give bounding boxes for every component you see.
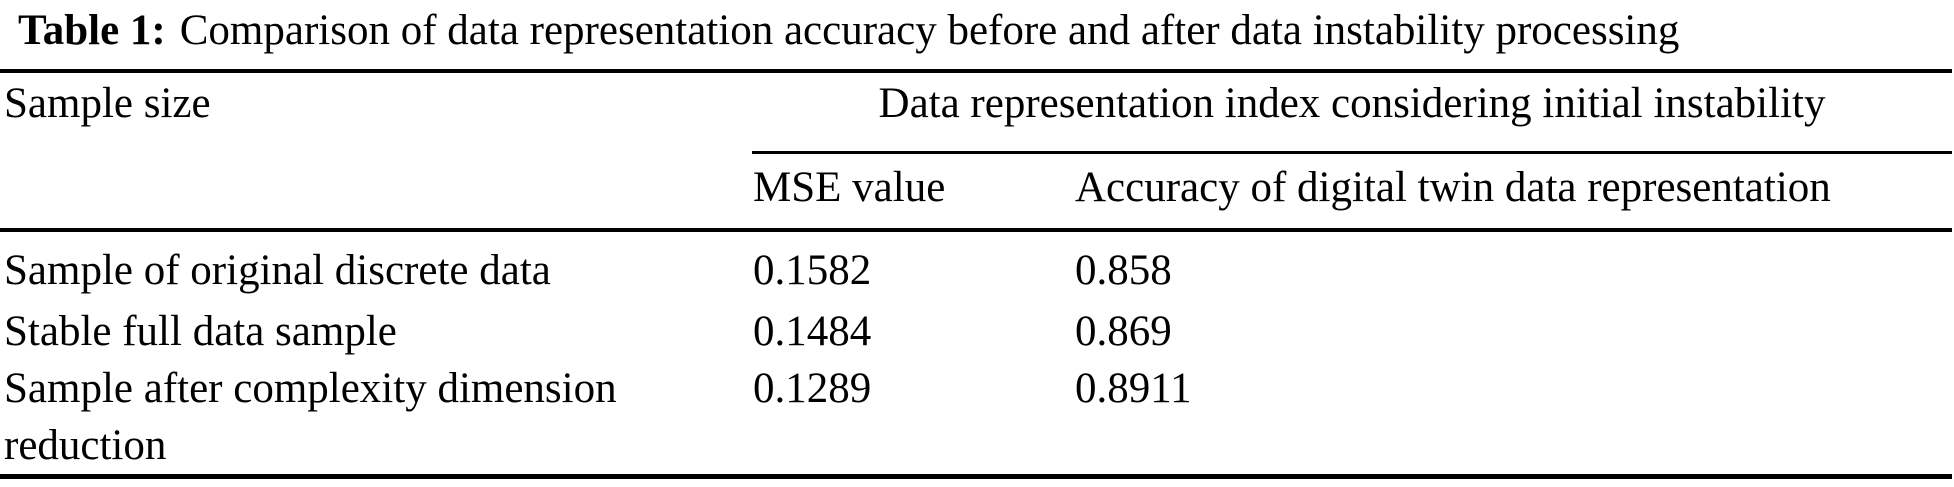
subheader-accuracy: Accuracy of digital twin data representa… [1074, 154, 1952, 232]
table-row-label: Sample of original discrete data [4, 247, 551, 294]
header-span-group: Data representation index considering in… [752, 73, 1952, 154]
table-row-accuracy: 0.8911 [1075, 365, 1192, 412]
table-caption-text: Comparison of data representation accura… [179, 7, 1680, 54]
table-row-accuracy: 0.869 [1075, 308, 1172, 355]
table-row-mse: 0.1289 [753, 365, 872, 412]
subheader-mse-value: MSE value [752, 154, 1074, 232]
table-row-label: Sample after complexity dimension reduct… [4, 365, 617, 469]
table-caption-label: Table 1: [18, 7, 166, 54]
subheader-spacer [0, 154, 752, 232]
table-caption: Table 1: Comparison of data representatio… [18, 2, 1679, 59]
table-row-accuracy: 0.858 [1075, 247, 1172, 294]
header-sample-size: Sample size [4, 80, 211, 127]
table-row-mse: 0.1582 [753, 247, 872, 294]
table-row-label: Stable full data sample [4, 308, 397, 355]
table-row-mse: 0.1484 [753, 308, 872, 355]
data-table: Sample size Data representation index co… [0, 69, 1952, 479]
